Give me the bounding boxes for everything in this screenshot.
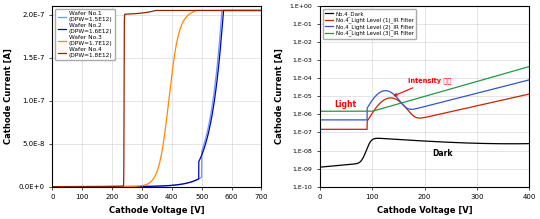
- Wafer No.2
(DPW=1.6E12): [220, 9, 227, 12]
- No.4_Dark: [442, 141, 449, 143]
- X-axis label: Cathode Voltage [V]: Cathode Voltage [V]: [377, 206, 472, 215]
- No.4_Light Level (3)_IR Filter: [355, 110, 361, 113]
- No.4_Light Level (3)_IR Filter: [526, 65, 532, 68]
- Line: No.4_Light Level (3)_IR Filter: No.4_Light Level (3)_IR Filter: [320, 67, 529, 111]
- Wafer No.4
(DPW=1.8E12): [152, 9, 159, 12]
- Line: Wafer No.1
(DPW=1.5E12): Wafer No.1 (DPW=1.5E12): [52, 11, 261, 187]
- Line: No.4_Light Level (1)_IR Filter: No.4_Light Level (1)_IR Filter: [320, 94, 529, 129]
- No.4_Dark: [397, 138, 403, 141]
- No.4_Light Level (1)_IR Filter: [473, 105, 480, 107]
- Line: No.4_Light Level (2)_IR Filter: No.4_Light Level (2)_IR Filter: [320, 80, 529, 120]
- Wafer No.3
(DPW=1.7E12): [185, 14, 192, 16]
- Wafer No.2
(DPW=1.6E12): [174, 184, 181, 186]
- Wafer No.1
(DPW=1.5E12): [219, 9, 225, 12]
- No.4_Light Level (1)_IR Filter: [442, 111, 449, 114]
- Wafer No.2
(DPW=1.6E12): [87, 185, 93, 188]
- Wafer No.3
(DPW=1.7E12): [49, 185, 56, 188]
- Wafer No.4
(DPW=1.8E12): [49, 185, 56, 188]
- No.4_Light Level (3)_IR Filter: [489, 76, 495, 78]
- Text: Intensity 증가: Intensity 증가: [394, 77, 451, 96]
- No.4_Light Level (1)_IR Filter: [397, 101, 403, 103]
- No.4_Light Level (3)_IR Filter: [317, 110, 323, 113]
- No.4_Light Level (2)_IR Filter: [489, 88, 495, 91]
- Wafer No.1
(DPW=1.5E12): [49, 185, 56, 188]
- X-axis label: Cathode Voltage [V]: Cathode Voltage [V]: [109, 206, 205, 215]
- Legend: Wafer No.1
(DPW=1.5E12), Wafer No.2
(DPW=1.6E12), Wafer No.3
(DPW=1.7E12), Wafer: Wafer No.1 (DPW=1.5E12), Wafer No.2 (DPW…: [55, 9, 115, 60]
- Wafer No.1
(DPW=1.5E12): [258, 9, 265, 12]
- No.4_Light Level (3)_IR Filter: [397, 102, 403, 105]
- Wafer No.2
(DPW=1.6E12): [221, 9, 227, 12]
- Wafer No.1
(DPW=1.5E12): [129, 185, 136, 188]
- Wafer No.2
(DPW=1.6E12): [258, 9, 265, 12]
- No.4_Light Level (2)_IR Filter: [442, 100, 449, 102]
- No.4_Light Level (2)_IR Filter: [317, 118, 323, 121]
- Y-axis label: Cathode Current [A]: Cathode Current [A]: [4, 48, 13, 144]
- Wafer No.3
(DPW=1.7E12): [205, 9, 212, 12]
- Wafer No.1
(DPW=1.5E12): [205, 125, 212, 128]
- No.4_Light Level (1)_IR Filter: [355, 128, 361, 131]
- No.4_Light Level (3)_IR Filter: [473, 80, 480, 83]
- Wafer No.1
(DPW=1.5E12): [87, 185, 93, 188]
- Wafer No.3
(DPW=1.7E12): [87, 185, 93, 188]
- No.4_Dark: [473, 142, 480, 145]
- Line: Wafer No.4
(DPW=1.8E12): Wafer No.4 (DPW=1.8E12): [52, 11, 261, 187]
- No.4_Light Level (2)_IR Filter: [526, 79, 532, 81]
- Wafer No.3
(DPW=1.7E12): [174, 36, 181, 39]
- Wafer No.1
(DPW=1.5E12): [221, 9, 227, 12]
- Wafer No.2
(DPW=1.6E12): [49, 185, 56, 188]
- No.4_Light Level (2)_IR Filter: [397, 100, 403, 102]
- No.4_Dark: [375, 137, 381, 140]
- Line: No.4_Dark: No.4_Dark: [320, 138, 529, 167]
- Wafer No.1
(DPW=1.5E12): [174, 184, 181, 186]
- No.4_Dark: [355, 162, 361, 164]
- No.4_Light Level (2)_IR Filter: [355, 118, 361, 121]
- Wafer No.4
(DPW=1.8E12): [258, 9, 265, 12]
- No.4_Dark: [317, 166, 323, 168]
- No.4_Light Level (1)_IR Filter: [526, 93, 532, 95]
- No.4_Light Level (3)_IR Filter: [453, 86, 460, 89]
- Wafer No.3
(DPW=1.7E12): [129, 185, 136, 188]
- Text: Dark: Dark: [433, 149, 453, 158]
- No.4_Dark: [453, 141, 460, 144]
- No.4_Light Level (2)_IR Filter: [473, 92, 480, 95]
- Line: Wafer No.2
(DPW=1.6E12): Wafer No.2 (DPW=1.6E12): [52, 11, 261, 187]
- Wafer No.4
(DPW=1.8E12): [129, 12, 136, 15]
- Wafer No.2
(DPW=1.6E12): [185, 182, 192, 184]
- Legend: No.4_Dark, No.4_Light Level (1)_IR Filter, No.4_Light Level (2)_IR Filter, No.4_: No.4_Dark, No.4_Light Level (1)_IR Filte…: [323, 9, 416, 39]
- Wafer No.4
(DPW=1.8E12): [174, 9, 181, 12]
- No.4_Light Level (2)_IR Filter: [453, 97, 460, 100]
- Wafer No.4
(DPW=1.8E12): [205, 9, 212, 12]
- Text: Light: Light: [335, 100, 357, 109]
- Y-axis label: Cathode Current [A]: Cathode Current [A]: [275, 48, 284, 144]
- Wafer No.3
(DPW=1.7E12): [258, 9, 265, 12]
- No.4_Light Level (3)_IR Filter: [442, 89, 449, 92]
- Wafer No.3
(DPW=1.7E12): [193, 9, 199, 12]
- No.4_Dark: [489, 142, 495, 145]
- No.4_Light Level (1)_IR Filter: [489, 101, 495, 104]
- No.4_Dark: [526, 142, 532, 145]
- Wafer No.4
(DPW=1.8E12): [221, 9, 227, 12]
- Line: Wafer No.3
(DPW=1.7E12): Wafer No.3 (DPW=1.7E12): [52, 11, 261, 187]
- Wafer No.4
(DPW=1.8E12): [185, 9, 192, 12]
- Wafer No.3
(DPW=1.7E12): [221, 9, 227, 12]
- No.4_Light Level (1)_IR Filter: [453, 109, 460, 112]
- No.4_Light Level (1)_IR Filter: [317, 128, 323, 131]
- Wafer No.4
(DPW=1.8E12): [87, 185, 93, 188]
- Wafer No.1
(DPW=1.5E12): [185, 182, 192, 184]
- Wafer No.2
(DPW=1.6E12): [205, 132, 212, 135]
- Wafer No.2
(DPW=1.6E12): [129, 185, 136, 188]
